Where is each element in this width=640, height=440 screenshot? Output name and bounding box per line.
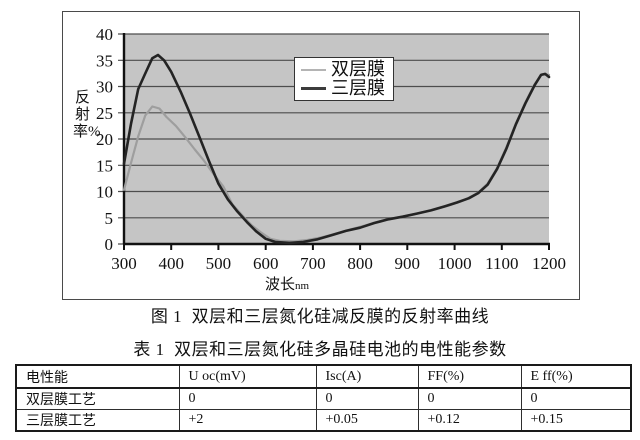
x-tick-label: 800 [347,254,373,273]
header-cell-isc: Isc(A) [315,364,419,389]
x-tick-label: 900 [395,254,421,273]
cell-value: +0.12 [417,409,522,432]
cell-value: 0 [315,387,419,410]
reflectance-chart-svg: 300 400 500 600 700 800 900 1000 1100 1200 0 5 10 15 2… [96,25,566,273]
header-cell-property: 电性能 [15,364,180,389]
y-tick-label: 0 [105,235,114,254]
legend-line-triple-layer-icon [301,87,326,90]
x-axis-title-text: 波长 [264,277,295,293]
x-tick-label: 500 [206,254,232,273]
y-axis-title: 反射率% [73,90,101,140]
x-tick-label: 1000 [438,254,472,273]
figure-caption: 图 1 双层和三层氮化硅减反膜的反射率曲线 [150,307,490,326]
x-tick-label: 700 [300,254,326,273]
chart-plot-area: 300 400 500 600 700 800 900 1000 1100 1200 0 5 10 15 2… [63,12,579,299]
legend-label-triple-layer: 三层膜 [331,78,385,98]
legend-line-double-layer-icon [301,68,326,71]
legend-entry-double-layer: 双层膜 [301,60,389,79]
x-axis-title: 波长nm [265,273,309,294]
cell-value: 0 [520,387,632,410]
x-tick-label: 1200 [532,254,566,273]
y-tick-label: 20 [96,130,113,149]
chart-legend: 双层膜 三层膜 [294,57,394,101]
cell-value: +0.05 [315,409,419,432]
x-tick-label: 600 [253,254,279,273]
table-header-row: 电性能 U oc(mV) Isc(A) FF(%) E ff(%) [15,364,632,389]
cell-value: +0.15 [520,409,632,432]
x-tick-label: 1100 [485,254,518,273]
header-cell-eff: E ff(%) [520,364,632,389]
figure1-chart-frame: 300 400 500 600 700 800 900 1000 1100 1200 0 5 10 15 2… [62,11,580,300]
y-tick-label: 30 [96,78,113,97]
legend-entry-triple-layer: 三层膜 [301,79,389,98]
row-label: 三层膜工艺 [15,409,180,432]
x-axis-unit: nm [294,280,310,292]
y-tick-label: 10 [96,183,113,202]
parameters-table: 电性能 U oc(mV) Isc(A) FF(%) E ff(%) 双层膜工艺 … [15,364,632,432]
table-caption: 表 1 双层和三层氮化硅多晶硅电池的电性能参数 [133,340,507,359]
y-tick-label: 5 [105,209,114,228]
cell-value: 0 [178,387,317,410]
legend-label-double-layer: 双层膜 [331,59,385,79]
table-row: 双层膜工艺 0 0 0 0 [15,387,632,410]
y-tick-label: 40 [96,25,113,44]
header-cell-uoc: U oc(mV) [178,364,317,389]
header-cell-ff: FF(%) [417,364,522,389]
cell-value: +2 [178,409,317,432]
x-tick-label: 400 [158,254,184,273]
y-tick-label: 15 [96,156,113,175]
y-tick-label: 35 [96,51,113,70]
series-line-triple-layer [122,53,551,245]
table-row: 三层膜工艺 +2 +0.05 +0.12 +0.15 [15,409,632,432]
x-tick-label: 300 [111,254,137,273]
cell-value: 0 [417,387,522,410]
y-tick-label: 25 [96,104,113,123]
row-label: 双层膜工艺 [15,387,180,410]
